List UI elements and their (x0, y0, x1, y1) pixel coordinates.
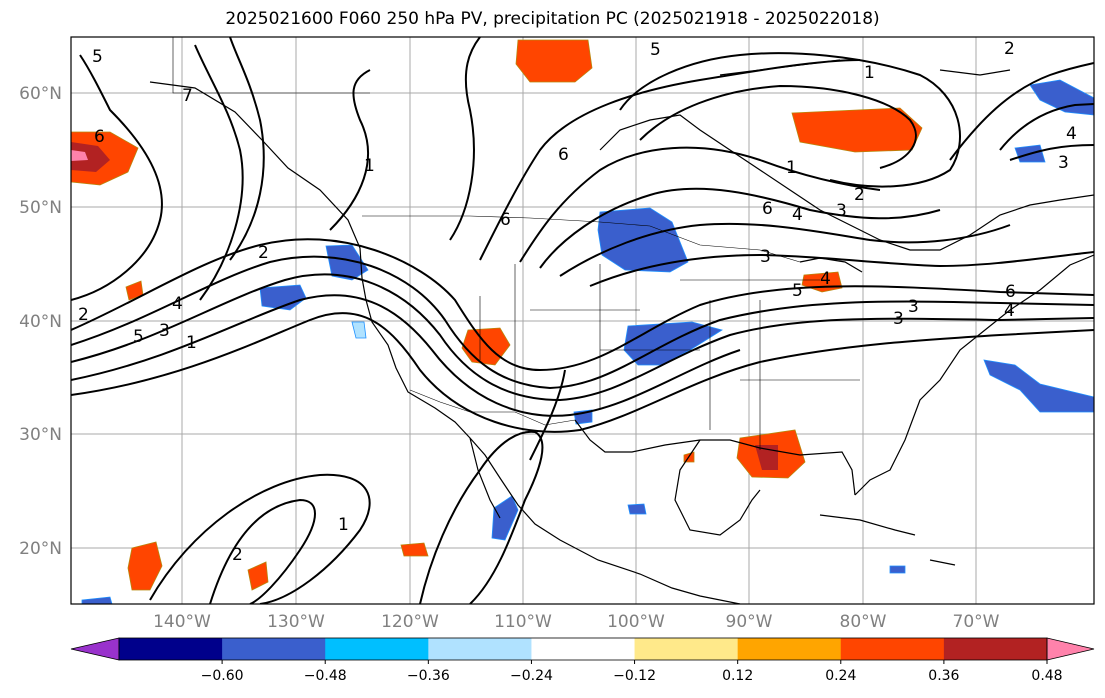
contour-label: 4 (792, 205, 803, 225)
map-panel (70, 36, 1095, 605)
colorbar-tick-label: 0.24 (825, 668, 856, 684)
lat-label: 30°N (19, 425, 62, 445)
colorbar-tick-label: −0.24 (510, 668, 553, 684)
contour-label: 1 (186, 333, 197, 353)
contour-label: 1 (786, 158, 797, 178)
contour-label: 4 (1066, 124, 1077, 144)
map-title: 2025021600 F060 250 hPa PV, precipitatio… (225, 9, 880, 29)
contour-label: 1 (864, 63, 875, 83)
map-frame (70, 36, 1095, 605)
lon-label: 70°W (953, 612, 1000, 632)
colorbar-tick-label: −0.36 (407, 668, 450, 684)
colorbar-tick-label: −0.12 (613, 668, 656, 684)
colorbar-extend-min (70, 637, 120, 661)
lon-label: 110°W (494, 612, 552, 632)
contour-label: 4 (1004, 301, 1015, 321)
colorbar-cell (531, 638, 636, 660)
lon-label: 140°W (153, 612, 211, 632)
contour-label: 6 (94, 127, 105, 147)
contour-label: 3 (760, 247, 771, 267)
colorbar-tick-label: 0.48 (1031, 668, 1062, 684)
lon-label: 130°W (267, 612, 325, 632)
contour-label: 6 (1005, 282, 1016, 302)
colorbar-tick-labels: −0.60 −0.48 −0.36 −0.24 −0.12 0.12 0.24 0.36 0.4… (201, 668, 1063, 684)
contour-label: 3 (159, 321, 170, 341)
colorbar-cell (428, 638, 532, 660)
contour-label: 5 (650, 40, 661, 60)
contour-label: 2 (1004, 39, 1015, 59)
colorbar-cell (119, 638, 223, 660)
lat-label: 60°N (19, 84, 62, 104)
contour-label: 5 (792, 281, 803, 301)
contour-label: 7 (182, 86, 193, 106)
colorbar-tick-label: 0.36 (928, 668, 959, 684)
colorbar-cell (840, 638, 945, 660)
colorbar: −0.60 −0.48 −0.36 −0.24 −0.12 0.12 0.24 0.36 0.4… (70, 637, 1095, 684)
lat-label: 40°N (19, 312, 62, 332)
colorbar-cells (70, 637, 1095, 661)
contour-label: 4 (172, 294, 183, 314)
contour-label: 6 (558, 145, 569, 165)
contour-label: 3 (893, 309, 904, 329)
contour-label: 3 (908, 297, 919, 317)
colorbar-tick-label: −0.48 (304, 668, 347, 684)
colorbar-tick-label: 0.12 (722, 668, 753, 684)
contour-label: 1 (338, 515, 349, 535)
longitude-labels: 140°W 130°W 120°W 110°W 100°W 90°W 80°W … (153, 612, 1000, 632)
contour-label: 6 (500, 210, 511, 230)
latitude-labels: 60°N 50°N 40°N 30°N 20°N (19, 84, 62, 559)
contour-label: 2 (232, 545, 243, 565)
lon-label: 100°W (607, 612, 665, 632)
contour-label: 2 (258, 243, 269, 263)
colorbar-extend-max (1046, 637, 1095, 661)
colorbar-cell (325, 638, 429, 660)
contour-label: 6 (762, 199, 773, 219)
contour-label: 3 (1058, 153, 1069, 173)
lon-label: 80°W (840, 612, 887, 632)
colorbar-cell (943, 638, 1048, 660)
political-borders (172, 37, 860, 450)
colorbar-cell (222, 638, 326, 660)
contour-label: 3 (836, 201, 847, 221)
lat-label: 20°N (19, 539, 62, 559)
contour-label: 2 (78, 305, 89, 325)
lat-label: 50°N (19, 198, 62, 218)
colorbar-ticks (221, 660, 1048, 664)
contour-label: 4 (820, 269, 831, 289)
lon-label: 120°W (381, 612, 439, 632)
pv-contours (71, 37, 1094, 604)
contour-labels: 5 6 7 6 5 1 2 3 4 6 2 1 5 4 3 1 2 2 1 4 … (78, 39, 1077, 565)
colorbar-cell (737, 638, 842, 660)
lon-label: 90°W (726, 612, 773, 632)
colorbar-tick-label: −0.60 (201, 668, 244, 684)
contour-label: 5 (92, 47, 103, 67)
contour-label: 2 (854, 185, 865, 205)
contour-label: 1 (364, 156, 375, 176)
contour-label: 5 (133, 327, 144, 347)
colorbar-cell (634, 638, 739, 660)
colorbar-frame (118, 637, 1048, 661)
gridlines (71, 37, 1094, 604)
